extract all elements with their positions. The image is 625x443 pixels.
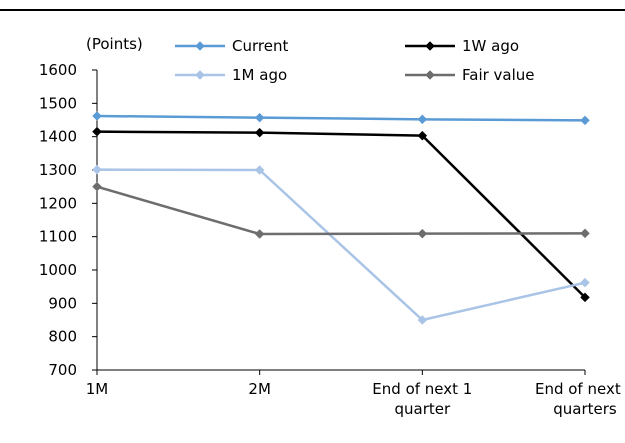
data-point-fair-value — [417, 228, 428, 239]
data-point-fair-value — [254, 229, 265, 239]
y-tick-label: 1300 — [39, 161, 77, 179]
legend-label: 1W ago — [462, 37, 519, 55]
data-point-1m-ago — [417, 315, 428, 325]
legend-swatch-marker — [195, 70, 205, 80]
legend-swatch-marker — [425, 70, 435, 80]
data-point-fair-value — [580, 228, 590, 239]
series-1w-ago — [92, 126, 590, 303]
axes: 700 800 900 1000 1100 1200 1300 1400 1500 1600 1M 2… — [39, 61, 625, 418]
legend-item-1w-ago: 1W ago — [405, 37, 519, 55]
data-point-1m-ago — [254, 165, 265, 175]
data-point-current — [417, 114, 428, 125]
legend-label: Fair value — [462, 66, 535, 84]
series-layer — [92, 111, 590, 325]
series-line-fair-value — [96, 185, 586, 236]
y-axis-label: (Points) — [86, 35, 143, 53]
legend-swatch-marker — [425, 41, 435, 51]
data-point-1w-ago — [254, 127, 265, 138]
data-point-1m-ago — [580, 277, 590, 288]
series-line-current — [96, 114, 586, 122]
y-tick-label: 900 — [48, 294, 77, 312]
data-point-1w-ago — [417, 130, 428, 141]
y-tick-label: 1000 — [39, 261, 77, 279]
x-tick-label: 1M — [86, 380, 109, 398]
series-line-1m-ago — [96, 168, 586, 322]
series-line-1w-ago — [96, 130, 586, 299]
data-point-fair-value — [92, 181, 102, 192]
data-point-1w-ago — [92, 126, 102, 137]
legend-item-current: Current — [175, 37, 288, 55]
y-tick-label: 1600 — [39, 61, 77, 79]
series-current — [92, 111, 590, 126]
y-tick-label: 1200 — [39, 194, 77, 212]
y-tick-label: 800 — [48, 328, 77, 346]
legend-swatch-marker — [195, 41, 205, 51]
legend-label: Current — [232, 37, 288, 55]
legend-item-fair-value: Fair value — [405, 66, 535, 84]
x-tick-label: End of next 2quarters — [535, 380, 625, 418]
data-point-current — [254, 112, 265, 123]
data-point-current — [580, 115, 590, 126]
legend-label: 1M ago — [232, 66, 287, 84]
y-tick-label: 1500 — [39, 94, 77, 112]
x-tick-label: 2M — [248, 380, 271, 398]
series-1m-ago — [92, 164, 590, 325]
legend-item-1m-ago: 1M ago — [175, 66, 287, 84]
y-tick-label: 1400 — [39, 128, 77, 146]
data-point-current — [92, 111, 102, 121]
data-point-1w-ago — [580, 292, 590, 303]
series-fair-value — [92, 181, 590, 239]
x-tick-label: End of next 1 quarter — [372, 380, 472, 418]
legend: Current 1W ago 1M ago Fair value — [175, 37, 535, 84]
data-point-1m-ago — [92, 164, 102, 175]
y-tick-label: 700 — [48, 361, 77, 379]
y-tick-label: 1100 — [39, 228, 77, 246]
